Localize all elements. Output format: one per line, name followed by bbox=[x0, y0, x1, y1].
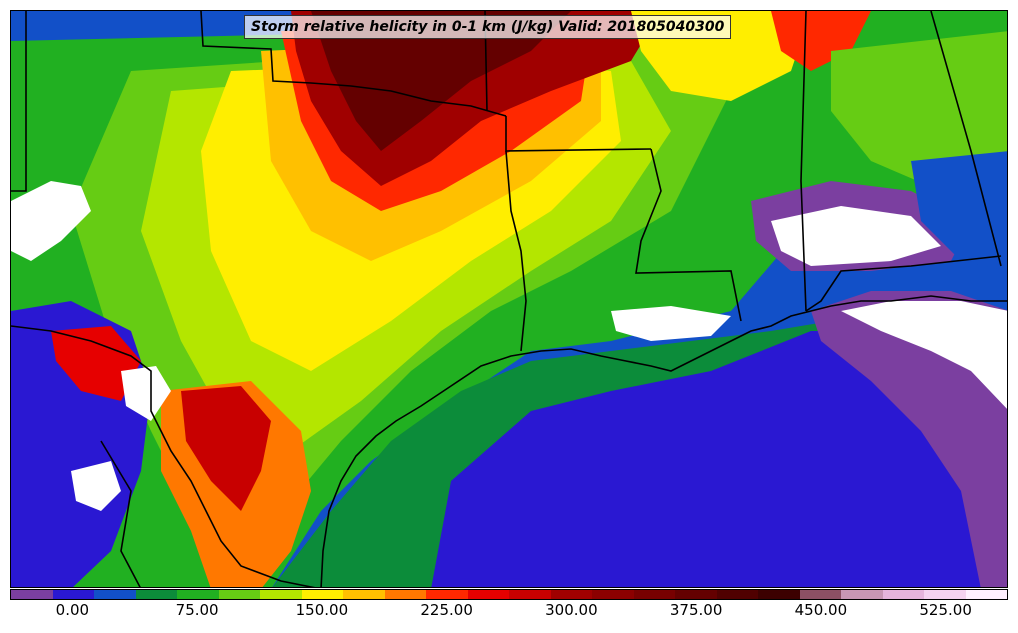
colorbar-segment bbox=[675, 590, 717, 599]
colorbar-segment bbox=[550, 590, 592, 599]
helicity-map bbox=[11, 11, 1007, 587]
boundary-al-fl bbox=[805, 255, 1002, 312]
colorbar bbox=[10, 589, 1008, 600]
map-title: Storm relative helicity in 0-1 km (J/kg)… bbox=[251, 19, 725, 35]
colorbar-segment bbox=[716, 590, 758, 599]
colorbar-segment bbox=[94, 590, 136, 599]
colorbar-segment bbox=[509, 590, 551, 599]
field-west-red bbox=[51, 326, 141, 401]
colorbar-segment bbox=[11, 590, 53, 599]
field-south-tx-red bbox=[181, 386, 271, 511]
colorbar-segment bbox=[841, 590, 883, 599]
boundary-tx-ok-panhandle bbox=[200, 11, 507, 117]
boundary-ga-al bbox=[930, 11, 1002, 267]
field-maroon bbox=[311, 11, 571, 151]
colorbar-segment bbox=[924, 590, 966, 599]
colorbar-segment bbox=[467, 590, 509, 599]
map-frame bbox=[10, 10, 1008, 588]
field-la-white bbox=[611, 306, 731, 341]
colorbar-segment bbox=[384, 590, 426, 599]
colorbar-segment bbox=[218, 590, 260, 599]
colorbar-segment bbox=[633, 590, 675, 599]
colorbar-tick-label: 375.00 bbox=[669, 601, 723, 619]
colorbar-segment bbox=[758, 590, 800, 599]
colorbar-segment bbox=[177, 590, 219, 599]
colorbar-tick-label: 225.00 bbox=[420, 601, 473, 619]
boundary-ms-al bbox=[800, 11, 807, 312]
colorbar-segment bbox=[965, 590, 1007, 599]
colorbar-segment bbox=[592, 590, 634, 599]
field-ne-white bbox=[771, 206, 941, 266]
boundary-mex-tx bbox=[11, 325, 316, 587]
colorbar-tick-label: 450.00 bbox=[794, 601, 848, 619]
field-wtx-white bbox=[11, 181, 91, 261]
colorbar-tick-label: 150.00 bbox=[295, 601, 349, 619]
field-wtx-white-2 bbox=[121, 366, 171, 421]
coastline bbox=[320, 295, 1007, 587]
colorbar-segment bbox=[343, 590, 385, 599]
boundary-mex-inner bbox=[100, 440, 141, 587]
state-boundaries bbox=[11, 11, 1002, 587]
colorbar-segment bbox=[52, 590, 94, 599]
colorbar-tick-label: 75.00 bbox=[175, 601, 219, 619]
colorbar-segment bbox=[301, 590, 343, 599]
colorbar-segment bbox=[260, 590, 302, 599]
colorbar-tick-label: 300.00 bbox=[545, 601, 598, 619]
colorbar-segment bbox=[882, 590, 924, 599]
field-ne-blue bbox=[911, 151, 1007, 271]
colorbar-ticks: 0.00 75.00 150.00 225.00 300.00 375.00 450.00 5… bbox=[10, 601, 1008, 627]
colorbar-segment bbox=[135, 590, 177, 599]
colorbar-segment bbox=[426, 590, 468, 599]
field-gulf-blue bbox=[431, 331, 1007, 587]
colorbar-tick-label: 525.00 bbox=[919, 601, 972, 619]
field-gulf-white bbox=[841, 301, 1007, 409]
boundary-nm-tx bbox=[11, 11, 27, 192]
field-ne-red bbox=[771, 11, 871, 71]
field-wtx-white-3 bbox=[71, 461, 121, 511]
colorbar-tick-label: 0.00 bbox=[55, 601, 90, 619]
field-gulf-purple bbox=[811, 291, 1007, 587]
colorbar-segment bbox=[799, 590, 841, 599]
boundary-ar-la-ms bbox=[635, 148, 742, 322]
field-ne-lightgreen bbox=[831, 31, 1007, 191]
boundary-tx-la bbox=[505, 150, 527, 352]
title-box: Storm relative helicity in 0-1 km (J/kg)… bbox=[244, 15, 732, 39]
